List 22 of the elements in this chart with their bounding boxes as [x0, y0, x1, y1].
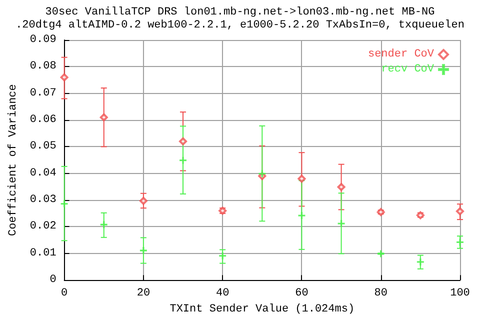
y-tick-label: 0.06 [30, 114, 56, 126]
y-tick-label: 0.04 [30, 167, 57, 180]
x-axis-title: TXInt Sender Value (1.024ms) [170, 304, 355, 316]
legend-label: recv CoV [381, 64, 434, 76]
chart-subtitle: .20dtg4 altAIMD-0.2 web100-2.2.1, e1000-5.2.20 TxAbsIn=0, txqueuelen [16, 20, 464, 32]
x-tick-label: 80 [374, 288, 388, 300]
y-tick-label: 0.09 [30, 34, 56, 46]
y-tick-label: 0 [50, 274, 56, 286]
x-tick-label: 0 [61, 288, 68, 300]
chart-title: 30sec VanillaTCP DRS lon01.mb-ng.net->lon03.mb-ng.net MB-NG [45, 6, 435, 18]
y-tick-label: 0.01 [30, 247, 57, 260]
y-tick-label: 0.07 [30, 87, 56, 100]
x-tick-label: 40 [216, 288, 230, 300]
y-tick-label: 0.08 [30, 60, 56, 73]
x-tick-label: 100 [450, 288, 470, 300]
y-tick-label: 0.02 [30, 220, 56, 233]
legend-label: sender CoV [368, 48, 434, 60]
x-tick-label: 20 [136, 288, 150, 300]
y-tick-label: 0.03 [30, 194, 56, 206]
x-tick-label: 60 [295, 288, 308, 300]
y-tick-label: 0.05 [30, 140, 56, 153]
y-axis-title: Coefficient of Variance [8, 84, 20, 236]
